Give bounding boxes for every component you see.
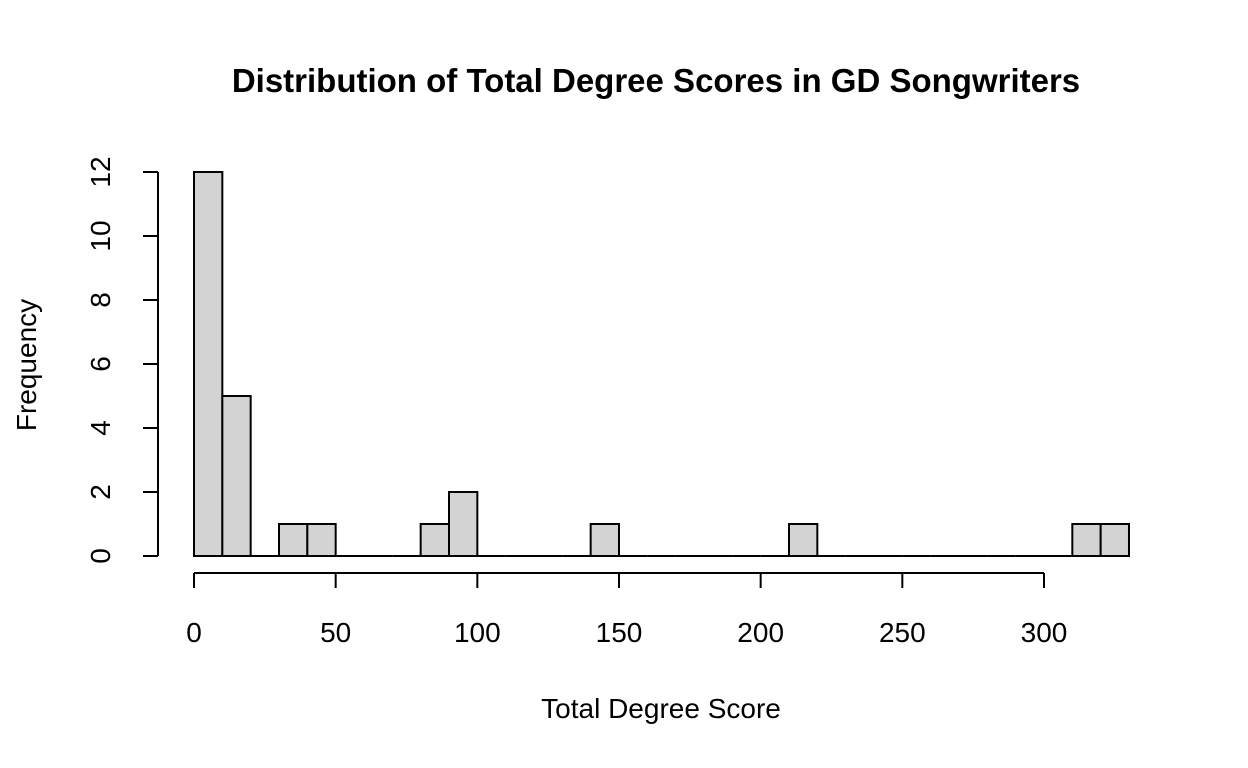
histogram-bar (1099, 523, 1130, 557)
y-tick-label: 8 (85, 292, 116, 308)
x-tick-label: 100 (454, 617, 501, 648)
histogram-bar (306, 523, 337, 557)
histogram-bar (419, 523, 450, 557)
histogram-bar (589, 523, 620, 557)
y-tick-label: 2 (85, 484, 116, 500)
y-axis-label: Frequency (11, 299, 42, 431)
bar-group (193, 171, 1130, 557)
y-tick-label: 12 (85, 156, 116, 187)
x-axis-label: Total Degree Score (541, 693, 781, 724)
x-axis: 0 50 100 150 200 250 300 (186, 572, 1068, 648)
x-tick-label: 300 (1021, 617, 1068, 648)
histogram-bar (277, 523, 309, 557)
x-tick-label: 200 (737, 617, 784, 648)
x-tick-label: 250 (879, 617, 926, 648)
y-tick-label: 0 (85, 548, 116, 564)
y-tick-label: 6 (85, 356, 116, 372)
y-tick-label: 10 (85, 220, 116, 251)
y-tick-label: 4 (85, 420, 116, 436)
chart-title: Distribution of Total Degree Scores in G… (232, 62, 1080, 99)
histogram-bar (193, 171, 224, 557)
histogram-bar (221, 395, 252, 557)
histogram-bar (447, 491, 479, 557)
x-tick-label: 50 (320, 617, 351, 648)
histogram-bar (1071, 523, 1102, 557)
x-tick-label: 150 (596, 617, 643, 648)
histogram-bar (787, 523, 819, 557)
x-tick-label: 0 (186, 617, 202, 648)
y-axis: 0 2 4 6 8 10 12 (85, 156, 159, 564)
